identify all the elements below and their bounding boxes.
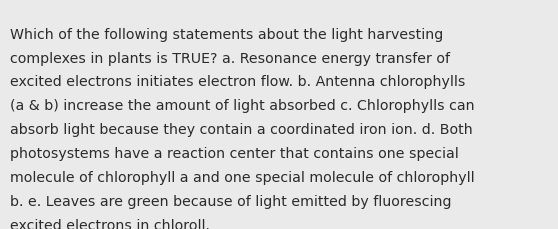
Text: photosystems have a reaction center that contains one special: photosystems have a reaction center that… bbox=[10, 147, 459, 161]
Text: excited electrons initiates electron flow. b. Antenna chlorophylls: excited electrons initiates electron flo… bbox=[10, 75, 465, 89]
Text: Which of the following statements about the light harvesting: Which of the following statements about … bbox=[10, 27, 443, 41]
Text: excited electrons in chloroll.: excited electrons in chloroll. bbox=[10, 218, 210, 229]
Text: (a & b) increase the amount of light absorbed c. Chlorophylls can: (a & b) increase the amount of light abs… bbox=[10, 99, 475, 113]
Text: absorb light because they contain a coordinated iron ion. d. Both: absorb light because they contain a coor… bbox=[10, 123, 473, 137]
Text: complexes in plants is TRUE? a. Resonance energy transfer of: complexes in plants is TRUE? a. Resonanc… bbox=[10, 51, 450, 65]
Text: b. e. Leaves are green because of light emitted by fluorescing: b. e. Leaves are green because of light … bbox=[10, 194, 451, 208]
Text: molecule of chlorophyll a and one special molecule of chlorophyll: molecule of chlorophyll a and one specia… bbox=[10, 170, 475, 184]
